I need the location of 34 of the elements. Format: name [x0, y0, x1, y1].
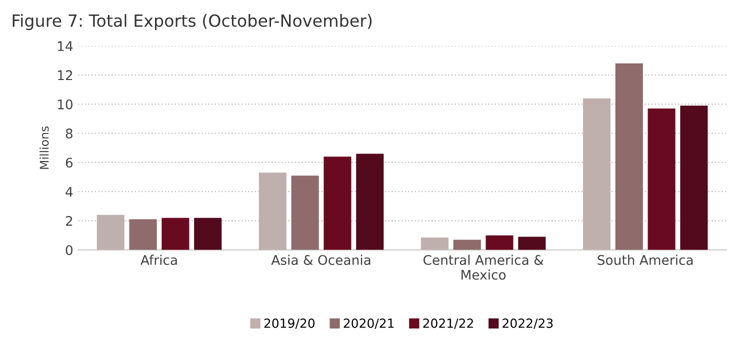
y-tick-label: 8	[66, 128, 72, 139]
bar	[324, 156, 352, 250]
x-tick-label: South America	[598, 254, 693, 265]
x-tick-label: Central America & Mexico	[423, 254, 544, 280]
legend-label: 2020/21	[344, 318, 394, 329]
y-tick-label: 6	[66, 158, 73, 168]
y-tick-label: 10	[58, 99, 72, 110]
bar	[129, 219, 157, 250]
y-tick-label: 4	[66, 187, 73, 197]
legend-label: 2022/23	[502, 318, 553, 329]
bar	[453, 240, 481, 250]
y-tick-label: 14	[58, 41, 73, 51]
legend-label: 2021/22	[423, 318, 473, 329]
bar	[291, 176, 319, 250]
x-tick-label: Asia & Oceania	[271, 254, 370, 265]
bar	[96, 214, 124, 250]
bar	[615, 63, 643, 250]
x-tick-label: Africa	[140, 254, 177, 265]
bar	[680, 106, 708, 250]
bar	[356, 154, 384, 250]
bar	[258, 172, 286, 250]
bar	[582, 98, 611, 250]
y-tick-label: 2	[66, 216, 72, 226]
bar	[518, 236, 546, 250]
bar	[648, 108, 676, 250]
bar	[486, 235, 514, 250]
legend-label: 2019/20	[264, 318, 315, 329]
bar	[162, 218, 190, 250]
y-tick-label: 12	[58, 70, 72, 80]
y-tick-label: 0	[66, 245, 72, 256]
y-axis-title: Millions	[40, 126, 49, 169]
bar	[420, 238, 448, 250]
bar	[194, 218, 222, 250]
chart-title: Figure 7: Total Exports (October-November)	[12, 14, 372, 30]
